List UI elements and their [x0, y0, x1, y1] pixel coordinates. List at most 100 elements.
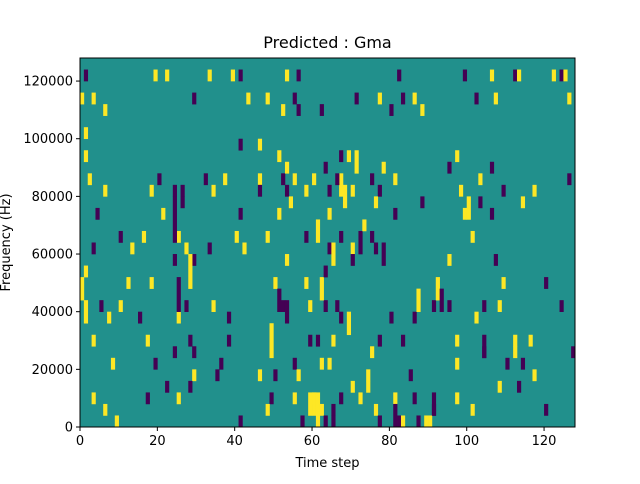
heatmap-cell [532, 369, 537, 382]
heatmap-cell [292, 92, 297, 105]
heatmap-cell [559, 69, 564, 82]
heatmap-cell [563, 69, 568, 82]
x-tick-label: 0 [76, 434, 84, 449]
heatmap-cell [567, 92, 572, 105]
heatmap-cell [257, 138, 263, 151]
heatmap-cell [323, 161, 328, 174]
heatmap-cell-run [331, 242, 336, 266]
heatmap-cell-run [373, 196, 379, 209]
heatmap-cell [281, 300, 286, 312]
heatmap-cell [107, 311, 112, 324]
heatmap-cells [80, 69, 576, 428]
heatmap-cell [420, 104, 425, 116]
heatmap-cell [219, 357, 224, 370]
heatmap-cell [389, 311, 394, 324]
heatmap-cell [145, 392, 150, 405]
heatmap-cell [126, 277, 131, 289]
heatmap-cell-run [288, 196, 293, 209]
heatmap-cell [513, 346, 518, 359]
heatmap-cell-run [346, 311, 352, 336]
heatmap-cell [172, 346, 177, 359]
heatmap-cell [192, 346, 197, 359]
y-tick-label: 60000 [32, 248, 73, 263]
heatmap-cell-run [466, 196, 471, 220]
heatmap-cell [257, 369, 263, 382]
heatmap-cell [281, 104, 286, 116]
heatmap-cell [339, 230, 344, 243]
heatmap-cell [188, 334, 193, 347]
heatmap-cell [370, 346, 375, 359]
heatmap-cell [497, 380, 502, 393]
heatmap-cell-run [342, 184, 348, 209]
heatmap-cell [188, 380, 193, 393]
heatmap-cell [393, 207, 398, 220]
heatmap-cell [489, 207, 495, 220]
heatmap-cell [377, 92, 382, 105]
heatmap-cell [381, 161, 386, 174]
heatmap-cell [462, 207, 468, 220]
heatmap-cell [149, 277, 154, 289]
x-tick-label: 120 [532, 434, 557, 449]
heatmap-cell [559, 300, 564, 312]
heatmap-cell [493, 92, 498, 105]
heatmap-cell-run [172, 196, 177, 243]
heatmap-cell [130, 242, 135, 255]
heatmap-cell [153, 357, 158, 370]
heatmap-cell [400, 334, 406, 347]
heatmap-cell-run [366, 369, 371, 382]
heatmap-cell [176, 392, 181, 405]
heatmap-cell [327, 207, 332, 220]
heatmap-cell [567, 173, 572, 186]
heatmap-cell [110, 357, 116, 370]
heatmap-cell [346, 150, 352, 163]
heatmap-cell [331, 415, 336, 428]
heatmap-cell [192, 369, 197, 382]
heatmap-cell [238, 415, 243, 428]
heatmap-cell [373, 242, 379, 255]
x-tick-label: 100 [454, 434, 479, 449]
heatmap-cell [95, 207, 100, 220]
heatmap-cell [474, 311, 479, 324]
heatmap-cell [377, 334, 382, 347]
heatmap-cell [114, 415, 119, 428]
heatmap-cell-run [335, 173, 340, 186]
heatmap-cell [207, 69, 212, 82]
heatmap-cell [180, 184, 185, 197]
heatmap-cell-run [312, 392, 317, 416]
heatmap-cell [455, 357, 460, 370]
heatmap-cell [223, 173, 228, 186]
heatmap-cell [269, 392, 274, 405]
heatmap-cell [331, 334, 336, 347]
heatmap-cell-run [323, 265, 328, 278]
heatmap-cell [544, 277, 549, 289]
y-tick-label: 80000 [32, 190, 73, 205]
heatmap-cell [87, 173, 92, 186]
heatmap-cell-run [381, 242, 386, 266]
x-tick-label: 60 [304, 434, 321, 449]
y-tick-label: 100000 [23, 132, 73, 147]
heatmap-cell [118, 300, 123, 312]
heatmap-cell [412, 392, 417, 405]
heatmap-cell [331, 403, 336, 416]
heatmap-cell [91, 242, 96, 255]
heatmap-cell [211, 184, 216, 197]
heatmap-cell [489, 69, 495, 82]
heatmap-cell [520, 357, 526, 370]
heatmap-cell-run [435, 277, 440, 301]
heatmap-cell [339, 392, 344, 405]
heatmap-cell [489, 161, 495, 174]
heatmap-cell-run [83, 265, 89, 278]
heatmap-cell [91, 334, 96, 347]
heatmap-cell [455, 150, 460, 163]
heatmap-cell [458, 184, 464, 197]
heatmap-cell [408, 369, 413, 382]
heatmap-cell [165, 380, 170, 393]
heatmap-cell-run [327, 357, 332, 370]
heatmap-cell [412, 92, 417, 105]
heatmap-cell [373, 403, 379, 416]
heatmap-cell [292, 357, 297, 370]
heatmap-cell [389, 104, 394, 116]
heatmap-cell [455, 334, 460, 347]
heatmap-cell [138, 311, 143, 324]
